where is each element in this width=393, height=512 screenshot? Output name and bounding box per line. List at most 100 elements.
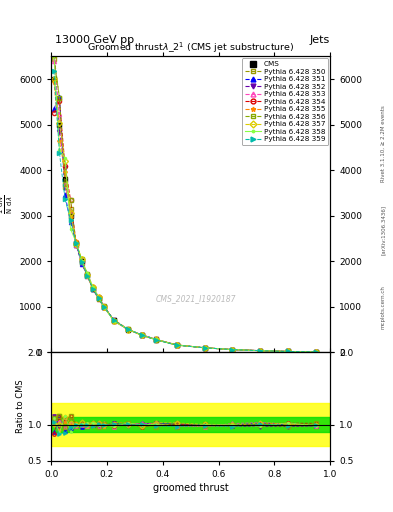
Pythia 6.428 352 [174, 342, 179, 348]
Pythia 6.428 352 [112, 316, 116, 323]
Pythia 6.428 352 [153, 336, 158, 343]
CMS [314, 349, 318, 355]
Pythia 6.428 357 [174, 342, 179, 348]
Pythia 6.428 359 [153, 337, 158, 343]
Pythia 6.428 350 [125, 326, 130, 332]
Pythia 6.428 358 [74, 240, 79, 246]
Pythia 6.428 352 [102, 304, 107, 310]
Pythia 6.428 356 [85, 271, 90, 277]
CMS [96, 294, 101, 301]
Pythia 6.428 359 [51, 68, 56, 74]
Pythia 6.428 355 [79, 259, 84, 265]
Pythia 6.428 351 [96, 294, 101, 301]
Pythia 6.428 352 [79, 258, 84, 264]
Pythia 6.428 353 [112, 318, 116, 325]
Pythia 6.428 357 [79, 255, 84, 262]
Pythia 6.428 350 [74, 242, 79, 248]
Text: [arXiv:1306.3436]: [arXiv:1306.3436] [381, 205, 386, 255]
Pythia 6.428 353 [314, 349, 318, 355]
Pythia 6.428 353 [57, 111, 62, 117]
Legend: CMS, Pythia 6.428 350, Pythia 6.428 351, Pythia 6.428 352, Pythia 6.428 353, Pyt: CMS, Pythia 6.428 350, Pythia 6.428 351,… [242, 58, 328, 145]
Pythia 6.428 350 [230, 347, 235, 353]
Pythia 6.428 350 [140, 332, 144, 338]
Pythia 6.428 358 [57, 147, 62, 153]
Pythia 6.428 358 [96, 294, 101, 301]
Pythia 6.428 353 [174, 342, 179, 348]
Pythia 6.428 354 [96, 294, 101, 300]
Text: Rivet 3.1.10, ≥ 2.2M events: Rivet 3.1.10, ≥ 2.2M events [381, 105, 386, 182]
Pythia 6.428 355 [63, 169, 68, 175]
Pythia 6.428 353 [96, 295, 101, 302]
Pythia 6.428 356 [286, 348, 291, 354]
Line: Pythia 6.428 357: Pythia 6.428 357 [52, 76, 318, 354]
Pythia 6.428 351 [314, 349, 318, 355]
Line: Pythia 6.428 358: Pythia 6.428 358 [52, 51, 318, 354]
Pythia 6.428 350 [79, 261, 84, 267]
Pythia 6.428 359 [286, 348, 291, 354]
Y-axis label: $\frac{1}{\mathrm{N}}\,\frac{\mathrm{d}N}{\mathrm{d}\lambda}$: $\frac{1}{\mathrm{N}}\,\frac{\mathrm{d}N… [0, 195, 15, 214]
Pythia 6.428 356 [202, 345, 207, 351]
Pythia 6.428 353 [258, 348, 263, 354]
Pythia 6.428 352 [96, 296, 101, 302]
CMS [91, 286, 95, 292]
CMS [125, 327, 130, 333]
Pythia 6.428 355 [57, 138, 62, 144]
Pythia 6.428 351 [140, 332, 144, 338]
Pythia 6.428 354 [125, 326, 130, 332]
Pythia 6.428 350 [202, 345, 207, 351]
Line: Pythia 6.428 355: Pythia 6.428 355 [52, 80, 318, 354]
Pythia 6.428 356 [102, 303, 107, 309]
Pythia 6.428 355 [125, 326, 130, 332]
Pythia 6.428 351 [63, 193, 68, 199]
Pythia 6.428 351 [153, 336, 158, 343]
Pythia 6.428 351 [74, 242, 79, 248]
Pythia 6.428 353 [125, 326, 130, 332]
Pythia 6.428 351 [68, 219, 73, 225]
Pythia 6.428 354 [286, 348, 291, 354]
Pythia 6.428 352 [140, 332, 144, 338]
Pythia 6.428 353 [202, 345, 207, 351]
CMS [68, 212, 73, 219]
Pythia 6.428 351 [79, 261, 84, 267]
Pythia 6.428 358 [258, 348, 263, 354]
Pythia 6.428 359 [174, 342, 179, 348]
Text: CMS_2021_I1920187: CMS_2021_I1920187 [156, 294, 237, 304]
CMS [202, 345, 207, 351]
Pythia 6.428 353 [85, 273, 90, 279]
Pythia 6.428 356 [57, 95, 62, 101]
Pythia 6.428 356 [74, 241, 79, 247]
CMS [230, 347, 235, 353]
Pythia 6.428 354 [68, 197, 73, 203]
Pythia 6.428 355 [91, 286, 95, 292]
Pythia 6.428 358 [140, 332, 144, 338]
Pythia 6.428 352 [57, 129, 62, 135]
Pythia 6.428 353 [286, 348, 291, 354]
Line: Pythia 6.428 356: Pythia 6.428 356 [52, 53, 318, 354]
Pythia 6.428 358 [63, 155, 68, 161]
CMS [140, 332, 144, 338]
Pythia 6.428 350 [68, 206, 73, 212]
CMS [286, 348, 291, 354]
Pythia 6.428 354 [202, 345, 207, 351]
Pythia 6.428 357 [140, 332, 144, 338]
Pythia 6.428 357 [125, 327, 130, 333]
Pythia 6.428 356 [140, 332, 144, 338]
Pythia 6.428 350 [63, 184, 68, 190]
Pythia 6.428 355 [286, 348, 291, 354]
Pythia 6.428 357 [91, 285, 95, 291]
Pythia 6.428 356 [63, 181, 68, 187]
CMS [153, 336, 158, 343]
Pythia 6.428 356 [51, 52, 56, 58]
Pythia 6.428 354 [102, 303, 107, 309]
Pythia 6.428 353 [140, 332, 144, 338]
Pythia 6.428 357 [314, 349, 318, 355]
Pythia 6.428 353 [230, 347, 235, 353]
Pythia 6.428 354 [51, 110, 56, 116]
Line: Pythia 6.428 354: Pythia 6.428 354 [52, 98, 318, 354]
Line: CMS: CMS [51, 77, 319, 354]
Pythia 6.428 352 [68, 214, 73, 220]
Pythia 6.428 350 [153, 336, 158, 343]
CMS [102, 304, 107, 310]
Pythia 6.428 359 [112, 317, 116, 323]
Pythia 6.428 351 [91, 286, 95, 292]
